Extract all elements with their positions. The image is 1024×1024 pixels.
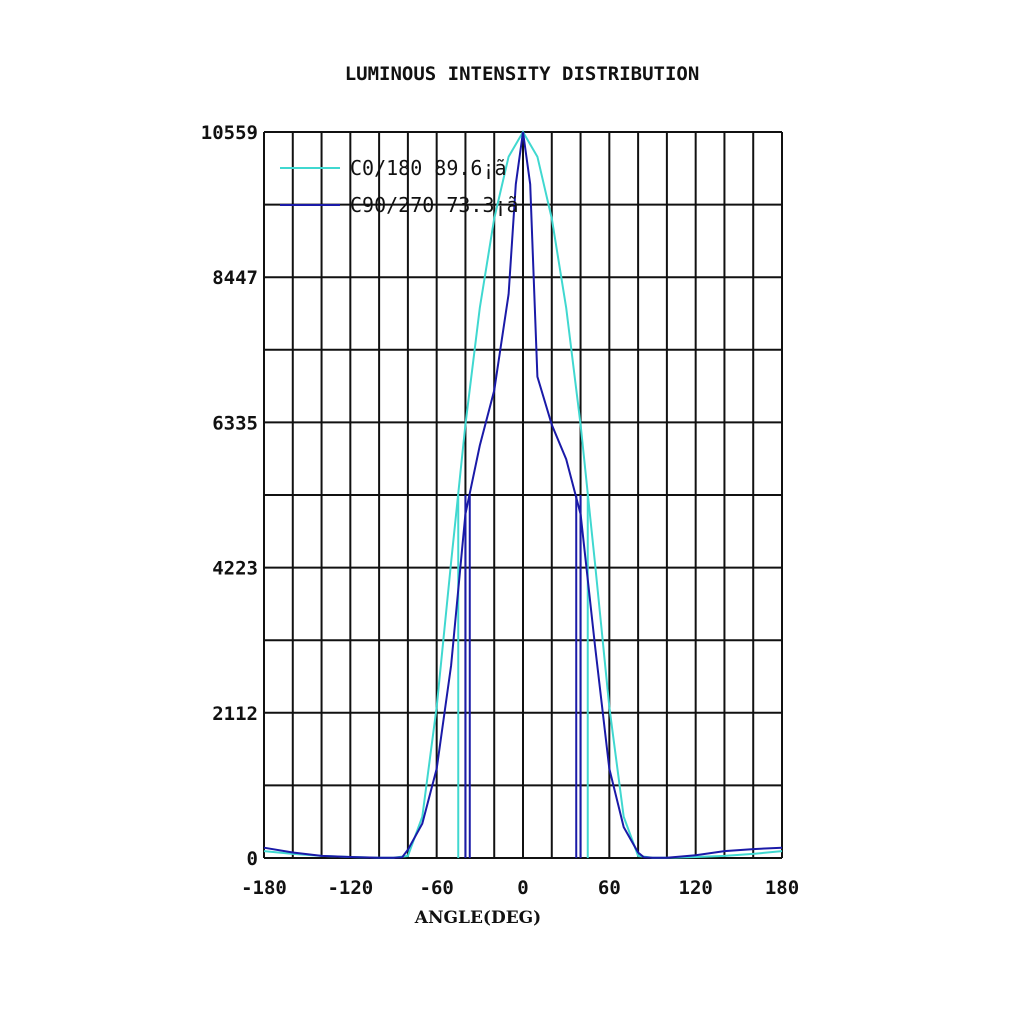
x-tick-label: -120 bbox=[327, 877, 373, 899]
x-axis-ticks: -180 -120 -60 0 60 120 180 bbox=[241, 877, 799, 899]
y-tick-label: 6335 bbox=[212, 412, 258, 434]
chart-title: LUMINOUS INTENSITY DISTRIBUTION bbox=[345, 63, 700, 85]
x-tick-label: 120 bbox=[679, 877, 713, 899]
x-tick-label: 0 bbox=[517, 877, 528, 899]
y-tick-label: 8447 bbox=[212, 267, 258, 289]
x-tick-label: 180 bbox=[765, 877, 799, 899]
grid bbox=[263, 131, 783, 859]
series-line-2 bbox=[263, 131, 783, 859]
legend-label-2: C90/270 73.3¡ã bbox=[350, 193, 519, 217]
x-tick-label: -180 bbox=[241, 877, 287, 899]
y-tick-label: 4223 bbox=[212, 558, 258, 580]
legend-label-1: C0/180 89.6¡ã bbox=[350, 156, 507, 180]
x-axis-label: ANGLE(DEG) bbox=[414, 908, 541, 928]
y-axis-ticks: 0 2112 4223 6335 8447 10559 bbox=[201, 122, 258, 870]
y-tick-label: 0 bbox=[247, 848, 258, 870]
x-tick-label: 60 bbox=[598, 877, 621, 899]
y-tick-label: 10559 bbox=[201, 122, 258, 144]
series-group bbox=[263, 130, 783, 859]
x-tick-label: -60 bbox=[420, 877, 454, 899]
y-tick-label: 2112 bbox=[212, 703, 258, 725]
legend: C0/180 89.6¡ã C90/270 73.3¡ã bbox=[280, 156, 519, 217]
